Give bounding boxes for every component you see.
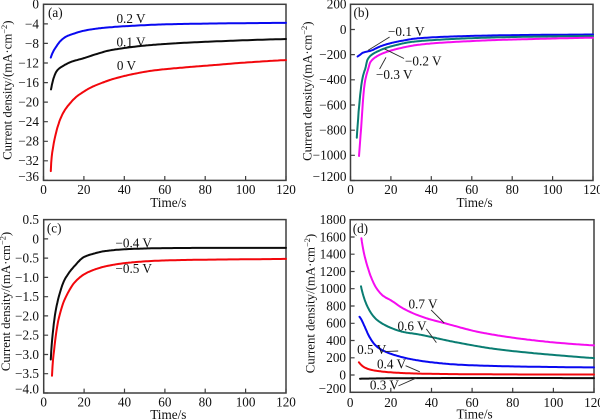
svg-text:−800: −800 — [319, 123, 347, 138]
svg-text:−1.0: −1.0 — [15, 270, 39, 285]
svg-text:0.1 V: 0.1 V — [116, 34, 146, 49]
svg-text:100: 100 — [236, 182, 256, 197]
svg-text:0: 0 — [347, 395, 354, 410]
svg-text:40: 40 — [425, 395, 439, 410]
svg-text:Time/s: Time/s — [457, 195, 493, 210]
svg-text:0.7 V: 0.7 V — [408, 297, 438, 312]
svg-text:0.4 V: 0.4 V — [377, 356, 407, 371]
svg-text:−400: −400 — [319, 72, 347, 87]
svg-text:600: 600 — [326, 316, 346, 331]
svg-text:80: 80 — [199, 182, 213, 197]
svg-text:200: 200 — [326, 350, 346, 365]
svg-text:(d): (d) — [353, 221, 368, 236]
svg-text:100: 100 — [543, 182, 563, 197]
svg-text:80: 80 — [199, 394, 213, 409]
svg-text:−3.0: −3.0 — [15, 347, 39, 362]
svg-text:60: 60 — [158, 394, 172, 409]
svg-text:200: 200 — [327, 0, 347, 12]
svg-text:−4.0: −4.0 — [15, 382, 39, 397]
svg-text:0 V: 0 V — [117, 58, 137, 73]
svg-text:−1000: −1000 — [313, 148, 347, 163]
svg-text:−28: −28 — [18, 134, 39, 149]
svg-text:−4: −4 — [25, 16, 39, 31]
svg-text:(b): (b) — [354, 5, 369, 20]
svg-text:120: 120 — [583, 182, 600, 197]
svg-text:−0.5 V: −0.5 V — [115, 261, 152, 276]
svg-text:Time/s: Time/s — [150, 195, 186, 210]
svg-text:1000: 1000 — [320, 281, 347, 296]
svg-text:0.2 V: 0.2 V — [116, 11, 146, 26]
svg-text:400: 400 — [326, 333, 346, 348]
svg-text:800: 800 — [326, 298, 346, 313]
svg-text:(c): (c) — [47, 220, 62, 235]
svg-text:−0.3 V: −0.3 V — [376, 67, 413, 82]
svg-text:20: 20 — [77, 182, 91, 197]
svg-text:0: 0 — [32, 231, 39, 246]
svg-text:−200: −200 — [319, 47, 347, 62]
svg-text:1400: 1400 — [320, 247, 347, 262]
svg-text:0: 0 — [40, 182, 47, 197]
svg-text:Current density/(mA·cm−2): Current density/(mA·cm−2) — [300, 22, 314, 161]
svg-text:0.3 V: 0.3 V — [370, 378, 400, 393]
svg-text:40: 40 — [425, 182, 439, 197]
svg-text:−36: −36 — [18, 169, 39, 184]
svg-text:Current density/(mA·cm−2): Current density/(mA·cm−2) — [0, 21, 14, 160]
svg-text:100: 100 — [544, 395, 564, 410]
svg-text:100: 100 — [236, 394, 256, 409]
svg-text:0.5: 0.5 — [23, 212, 40, 227]
svg-text:−0.1 V: −0.1 V — [388, 24, 425, 39]
svg-text:60: 60 — [466, 395, 480, 410]
svg-text:−24: −24 — [18, 114, 39, 129]
svg-text:60: 60 — [465, 182, 479, 197]
svg-text:Time/s: Time/s — [457, 407, 493, 420]
svg-text:−32: −32 — [18, 153, 39, 168]
svg-text:−0.2 V: −0.2 V — [405, 54, 442, 69]
svg-text:80: 80 — [506, 395, 520, 410]
svg-text:0: 0 — [347, 182, 354, 197]
svg-text:−1.5: −1.5 — [15, 289, 39, 304]
svg-text:120: 120 — [584, 395, 600, 410]
svg-text:60: 60 — [158, 182, 172, 197]
svg-text:−200: −200 — [319, 381, 347, 396]
svg-text:−2.0: −2.0 — [15, 308, 39, 323]
svg-text:−0.4 V: −0.4 V — [115, 235, 152, 250]
svg-text:0: 0 — [340, 22, 347, 37]
svg-text:Current density/(mA·cm−2): Current density/(mA·cm−2) — [0, 232, 13, 371]
svg-text:−8: −8 — [25, 36, 39, 51]
svg-text:−20: −20 — [18, 95, 39, 110]
svg-text:0: 0 — [40, 394, 47, 409]
svg-text:1200: 1200 — [320, 264, 347, 279]
svg-text:80: 80 — [506, 182, 520, 197]
svg-text:−1200: −1200 — [313, 169, 347, 184]
svg-text:0.6 V: 0.6 V — [397, 319, 427, 334]
svg-text:0: 0 — [339, 367, 346, 382]
svg-text:120: 120 — [276, 182, 296, 197]
svg-text:20: 20 — [384, 182, 398, 197]
svg-text:20: 20 — [384, 395, 398, 410]
svg-text:20: 20 — [78, 394, 92, 409]
svg-text:Current density/(mA·cm−2): Current density/(mA·cm−2) — [303, 234, 317, 373]
svg-text:−3.5: −3.5 — [15, 366, 39, 381]
svg-text:−2.5: −2.5 — [15, 328, 39, 343]
svg-text:1800: 1800 — [320, 212, 347, 227]
svg-text:−12: −12 — [18, 55, 39, 70]
svg-text:40: 40 — [118, 394, 132, 409]
svg-text:−16: −16 — [18, 75, 39, 90]
svg-text:Time/s: Time/s — [150, 407, 186, 420]
svg-text:−0.5: −0.5 — [15, 251, 39, 266]
svg-text:(a): (a) — [48, 5, 63, 20]
svg-text:0: 0 — [32, 0, 39, 12]
svg-text:0.5 V: 0.5 V — [357, 342, 387, 357]
svg-text:−600: −600 — [319, 97, 347, 112]
svg-text:1600: 1600 — [320, 229, 347, 244]
svg-text:40: 40 — [118, 182, 132, 197]
svg-text:120: 120 — [276, 394, 296, 409]
